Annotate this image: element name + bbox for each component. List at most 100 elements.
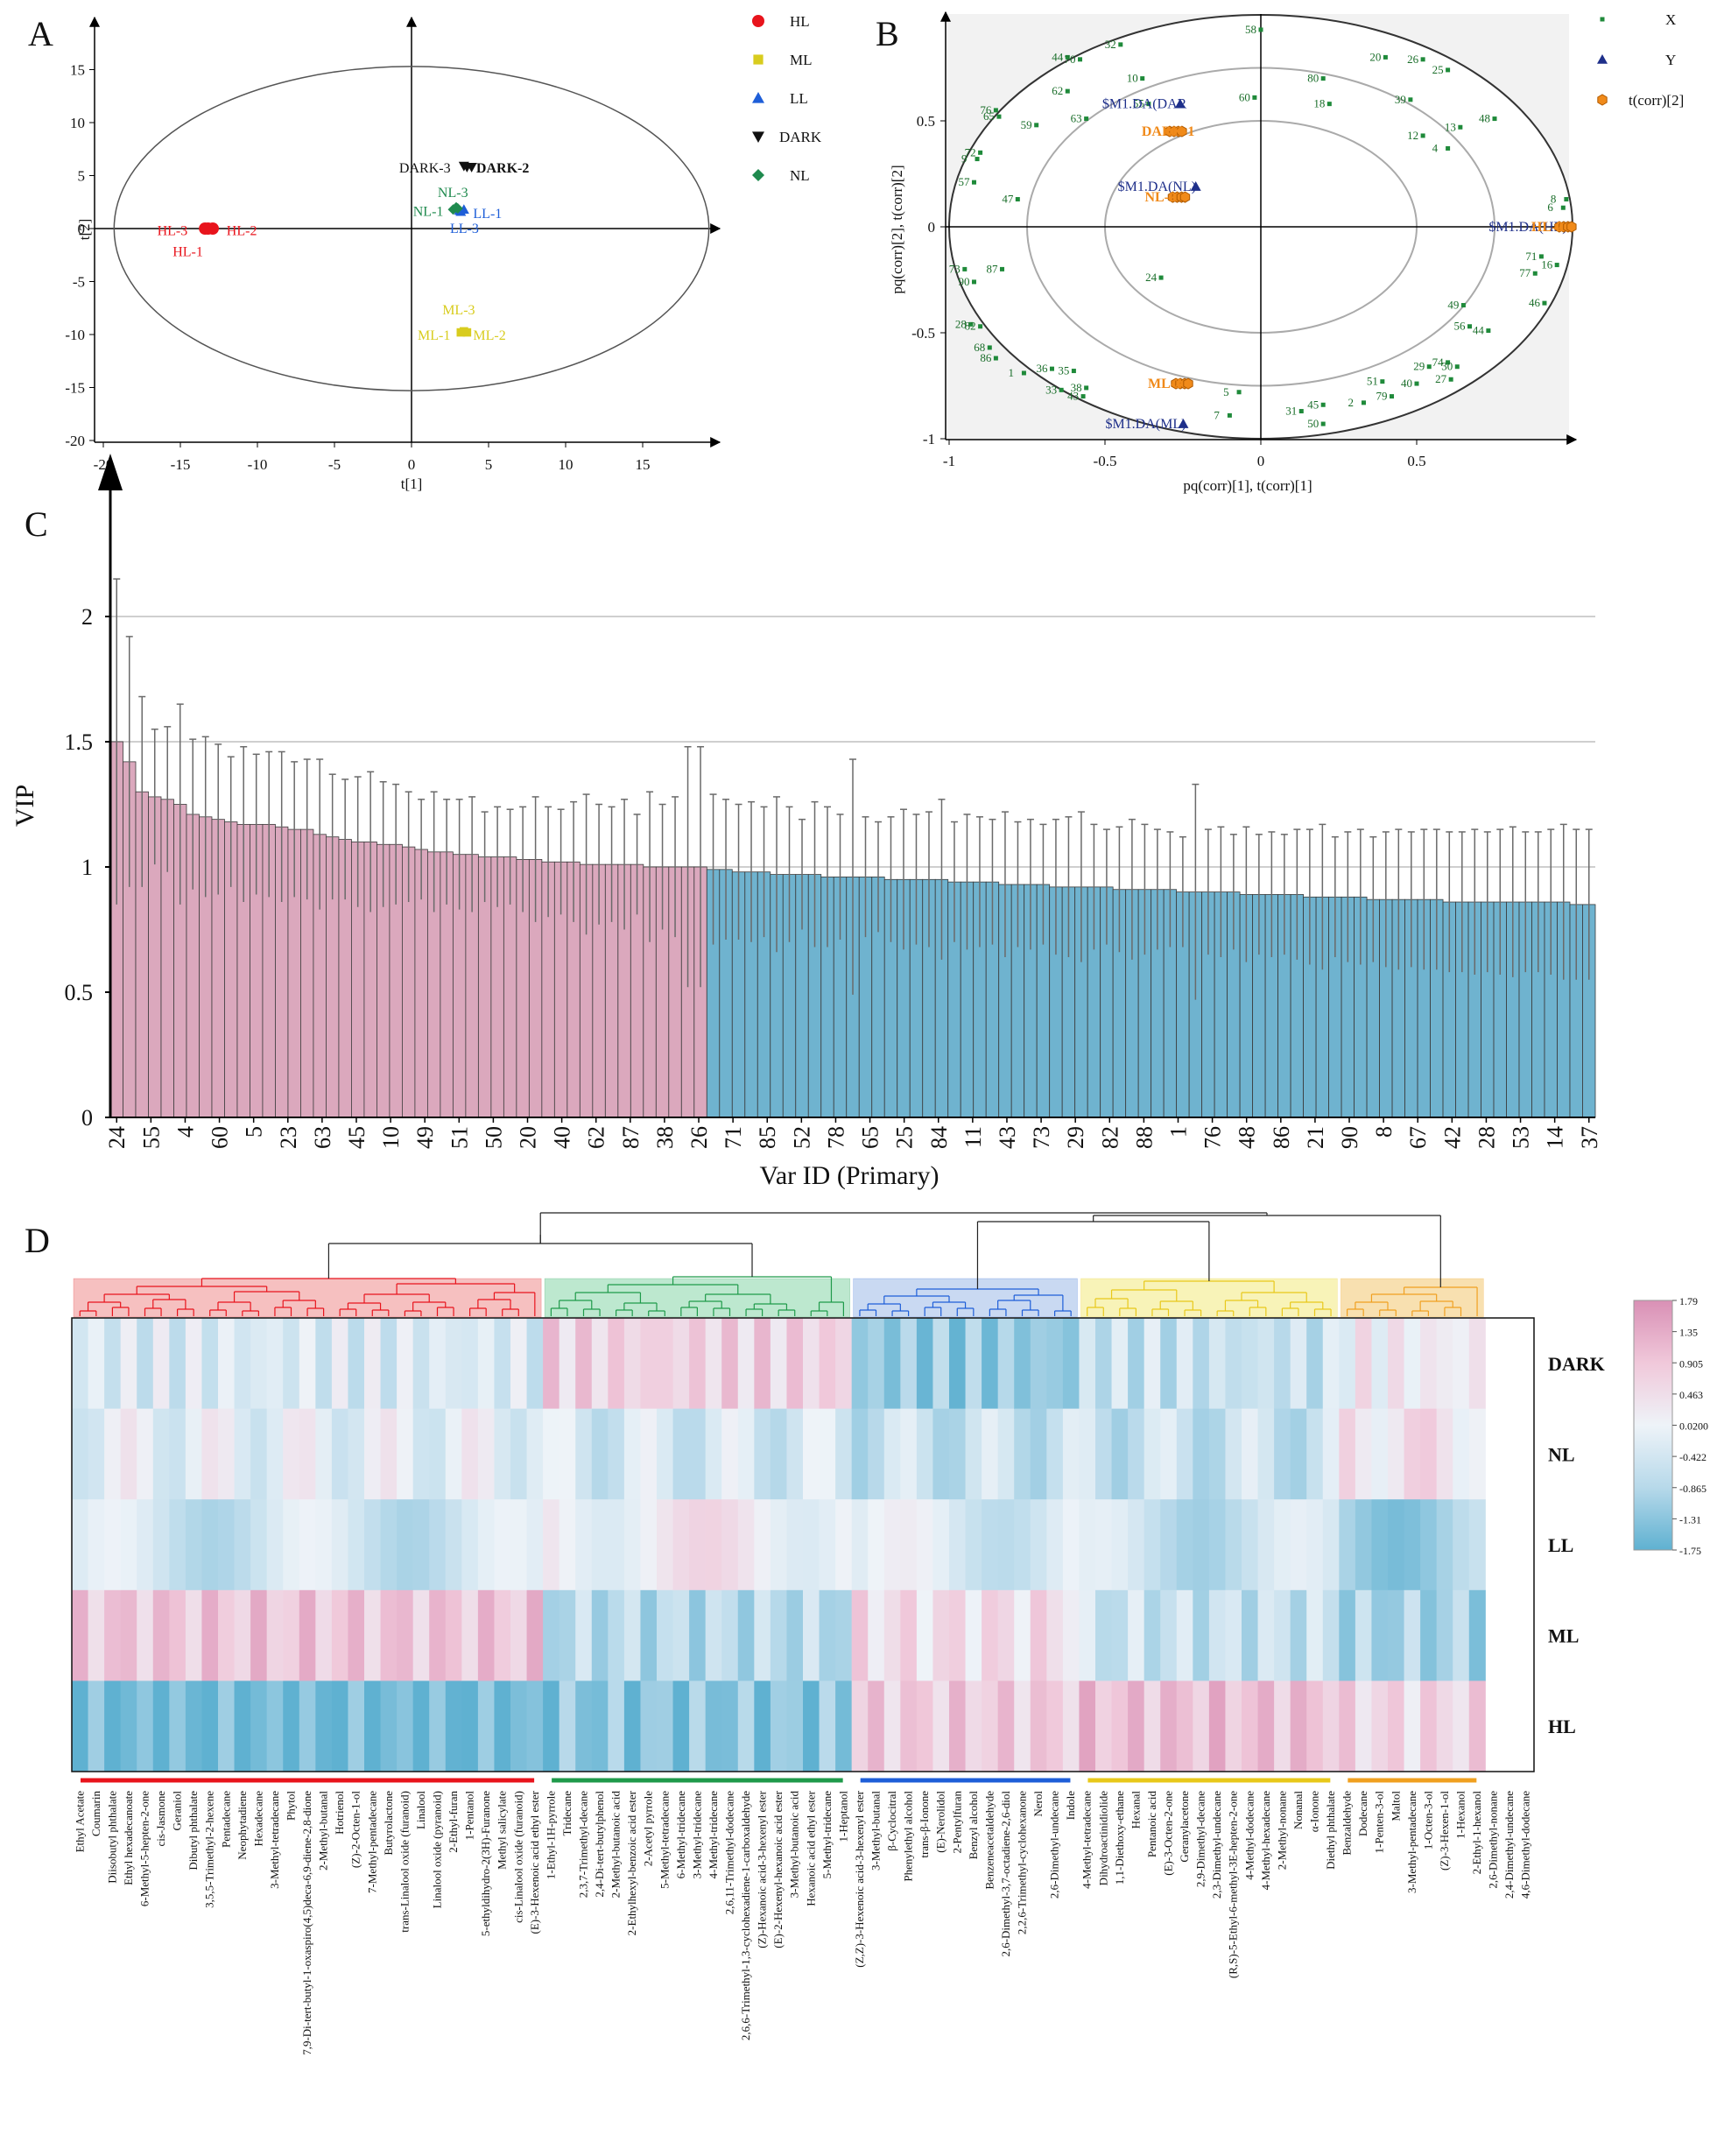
panel-c-xtick-label: 49 <box>412 1126 438 1149</box>
panel-d-cell <box>412 1318 430 1410</box>
panel-d-cell <box>1371 1408 1389 1500</box>
panel-b-x-point-48 <box>1492 116 1497 122</box>
panel-a-confidence-ellipse <box>113 66 710 391</box>
panel-d-cell <box>412 1680 430 1772</box>
panel-d-cell <box>949 1499 967 1591</box>
panel-d-cell <box>705 1408 722 1500</box>
panel-d-cell <box>1322 1589 1340 1681</box>
panel-d-colorbar-label: -0.865 <box>1679 1483 1706 1495</box>
panel-d-cell <box>380 1589 398 1681</box>
panel-a-ytick-label: -10 <box>65 327 85 343</box>
panel-d-cell <box>510 1499 528 1591</box>
panel-d-cell <box>1274 1318 1291 1410</box>
panel-d-cell <box>104 1589 122 1681</box>
panel-b-x-label-16: 16 <box>1541 258 1553 271</box>
panel-d-cell <box>949 1408 967 1500</box>
panel-a-legend-marker-ML <box>753 54 764 65</box>
panel-d-compound-label: Phenylethyl alcohol <box>902 1791 915 1882</box>
panel-d-cell <box>250 1408 268 1500</box>
panel-d-cell <box>218 1680 236 1772</box>
panel-d-cell <box>299 1499 316 1591</box>
panel-d-cell <box>949 1318 967 1410</box>
panel-d-cell <box>932 1499 950 1591</box>
panel-d-cell <box>575 1408 593 1500</box>
panel-d-cell <box>883 1589 901 1681</box>
panel-d-cell <box>1128 1318 1145 1410</box>
panel-b-tcorr-label: DARK-1 <box>1142 124 1194 139</box>
panel-d-cell <box>1355 1589 1372 1681</box>
panel-d-cell <box>705 1318 722 1410</box>
panel-d-cell <box>169 1499 186 1591</box>
panel-d-cell <box>104 1499 122 1591</box>
panel-b-xlabel: pq(corr)[1], t(corr)[1] <box>1183 477 1312 494</box>
panel-d-cell <box>348 1499 365 1591</box>
panel-d-cell <box>1176 1680 1193 1772</box>
panel-d-cell <box>575 1499 593 1591</box>
panel-d-compound-label: 2,2,6-Trimethyl-cyclohexanone <box>1016 1791 1029 1934</box>
panel-d-cell <box>689 1589 707 1681</box>
panel-d-cell <box>234 1589 251 1681</box>
panel-d-compound-label: 4,6-Dimethyl-dodecane <box>1519 1791 1532 1899</box>
panel-d-colorbar-label: -1.75 <box>1679 1545 1701 1557</box>
panel-d-cell <box>575 1680 593 1772</box>
panel-d-cell <box>1322 1318 1340 1410</box>
panel-b-x-point-60 <box>1252 95 1257 100</box>
panel-d-cell <box>1128 1499 1145 1591</box>
panel-d-compound-label: Hexadecane <box>251 1791 264 1847</box>
panel-d-cell <box>575 1318 593 1410</box>
panel-d-cell <box>1453 1589 1470 1681</box>
panel-b-x-label-49: 49 <box>1447 299 1459 312</box>
panel-c-xtick-label: 11 <box>961 1126 986 1148</box>
panel-d-cell <box>88 1408 105 1500</box>
panel-c-ytick-label: 0.5 <box>65 980 94 1005</box>
panel-a-label-DARK-3: DARK-3 <box>399 161 451 176</box>
panel-d-compound-label: 2-Acetyl pyrrole <box>642 1791 655 1867</box>
panel-d-cell <box>770 1680 787 1772</box>
panel-d-cell <box>1208 1680 1226 1772</box>
panel-b-x-point-68 <box>987 345 992 350</box>
panel-d-cell <box>672 1589 690 1681</box>
panel-d-cell <box>916 1680 933 1772</box>
panel-c-letter: C <box>25 504 48 544</box>
panel-d-compound-label: Linalool oxide (pyranoid) <box>431 1791 444 1908</box>
panel-d-cell <box>283 1408 300 1500</box>
panel-a-xtick-label: -5 <box>328 456 341 473</box>
panel-d-compound-label: α-Ionone <box>1308 1791 1321 1832</box>
panel-d-cell <box>835 1318 853 1410</box>
panel-a-ytick-label: 0 <box>78 221 86 237</box>
panel-d-compound-label: 1-Ethyl-1H-pyrrole <box>544 1791 557 1879</box>
panel-d-cell <box>397 1408 414 1500</box>
panel-b-x-label-9: 9 <box>961 152 968 166</box>
panel-d-cell <box>1176 1499 1193 1591</box>
panel-a-legend: HL ML LL DARK NL <box>752 13 822 184</box>
panel-c-ytick-label: 0 <box>81 1105 93 1131</box>
panel-c-xtick-label: 26 <box>686 1126 712 1149</box>
panel-b-x-label-77: 77 <box>1519 266 1531 279</box>
panel-d-cell <box>1388 1680 1405 1772</box>
panel-d-cell <box>169 1318 186 1410</box>
panel-d-cell <box>835 1589 853 1681</box>
panel-b-t-corr: DARK-1 NL-2 ML-3 HL-2 <box>1142 124 1577 391</box>
panel-b-x-label-20: 20 <box>1369 50 1381 63</box>
panel-d-compound-label: 3-Methyl-tetradecane <box>268 1791 281 1889</box>
panel-c-xtick-label: 20 <box>516 1126 541 1149</box>
panel-d-letter: D <box>25 1221 50 1260</box>
panel-a-xlabel: t[1] <box>401 476 423 492</box>
panel-b-x-label-68: 68 <box>974 341 985 354</box>
panel-d-cell <box>169 1589 186 1681</box>
panel-d-cell <box>299 1589 316 1681</box>
panel-d-cell <box>1371 1499 1389 1591</box>
panel-b-y-point <box>1174 98 1186 109</box>
panel-b-x-point-26 <box>1420 57 1425 62</box>
panel-d-cell <box>1274 1680 1291 1772</box>
panel-d-cell <box>851 1589 869 1681</box>
panel-b-x-label-43: 43 <box>1067 390 1079 403</box>
panel-d-cell <box>1225 1318 1242 1410</box>
panel-b-legend-label-Y: Y <box>1665 52 1676 68</box>
panel-d-cell <box>1290 1589 1307 1681</box>
panel-d-row-label-NL: NL <box>1548 1443 1575 1465</box>
panel-b-x-label-73: 73 <box>949 262 961 275</box>
panel-d-cell <box>1111 1408 1129 1500</box>
panel-d-cell <box>1339 1318 1356 1410</box>
panel-d-cell <box>819 1589 836 1681</box>
